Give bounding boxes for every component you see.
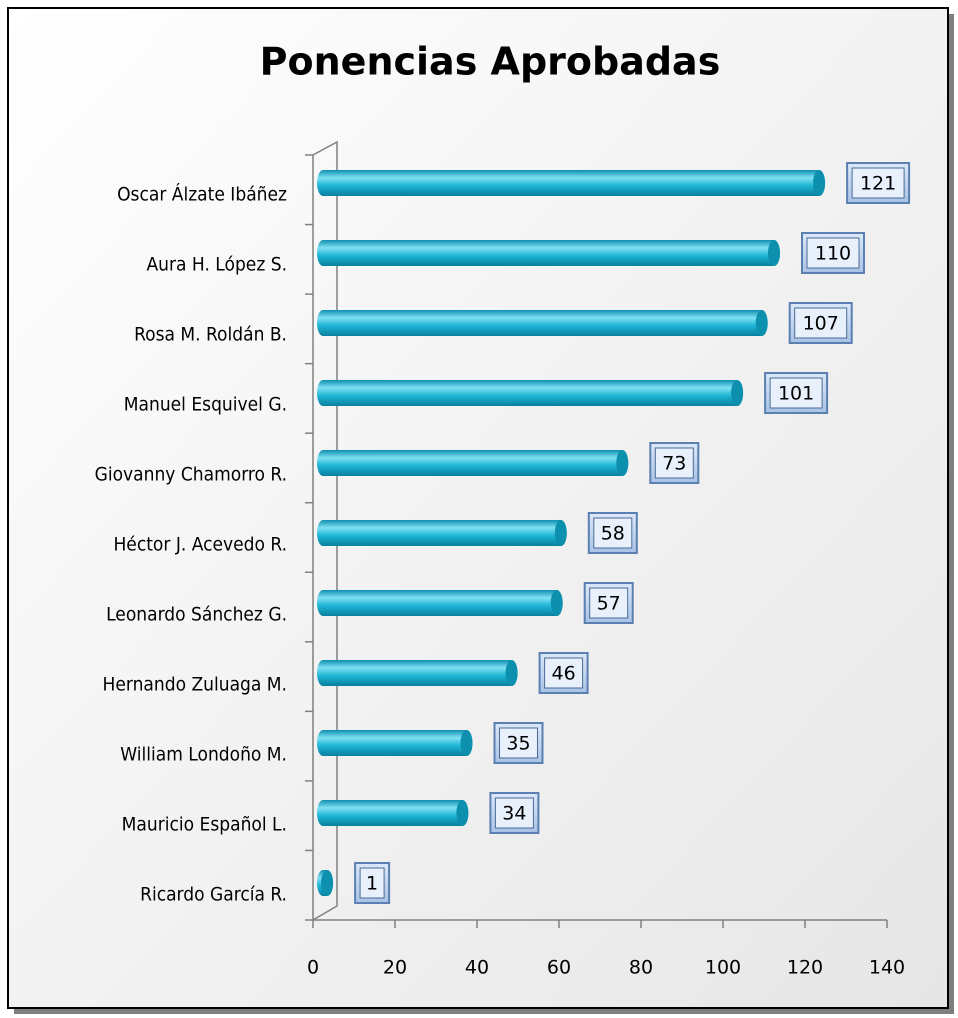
bar bbox=[317, 170, 826, 196]
bar-cap bbox=[616, 450, 629, 476]
value-label-inner bbox=[359, 867, 385, 899]
bar bbox=[317, 380, 744, 406]
x-tick-label: 120 bbox=[787, 957, 823, 979]
y-tick-label: William Londoño M. bbox=[120, 744, 287, 766]
bar bbox=[317, 240, 780, 266]
value-label: 46 bbox=[552, 663, 576, 685]
x-tick-label: 0 bbox=[307, 957, 319, 979]
y-tick-label: Manuel Esquivel G. bbox=[124, 394, 287, 416]
bar-cap bbox=[321, 870, 334, 896]
bar-cap bbox=[731, 380, 744, 406]
bar-cap bbox=[813, 170, 826, 196]
bar-cap bbox=[554, 520, 567, 546]
value-label: 101 bbox=[778, 383, 814, 405]
x-tick-label: 20 bbox=[383, 957, 407, 979]
bar bbox=[317, 800, 469, 826]
value-label-inner bbox=[806, 237, 860, 269]
bar bbox=[317, 520, 567, 546]
bar-cap bbox=[460, 730, 473, 756]
bar bbox=[317, 590, 563, 616]
value-label: 110 bbox=[815, 243, 851, 265]
bar bbox=[317, 310, 768, 336]
value-label: 57 bbox=[597, 593, 621, 615]
chart-frame bbox=[7, 7, 949, 1009]
y-tick-label: Hernando Zuluaga M. bbox=[103, 674, 288, 696]
y-tick-label: Aura H. López S. bbox=[146, 254, 287, 276]
y-tick-label: Giovanny Chamorro R. bbox=[95, 464, 287, 486]
bar-cap bbox=[755, 310, 768, 336]
value-label-inner bbox=[654, 447, 694, 479]
bar-cap bbox=[505, 660, 518, 686]
value-label-inner bbox=[593, 517, 633, 549]
bar-cap bbox=[456, 800, 469, 826]
chart-title: Ponencias Aprobadas bbox=[260, 40, 721, 84]
value-label-inner bbox=[494, 797, 534, 829]
y-tick-label: Leonardo Sánchez G. bbox=[106, 604, 287, 626]
value-label-inner bbox=[589, 587, 629, 619]
value-label: 35 bbox=[506, 733, 530, 755]
value-label-inner bbox=[769, 377, 823, 409]
value-label: 58 bbox=[601, 523, 625, 545]
value-label-inner bbox=[544, 657, 584, 689]
x-tick-label: 40 bbox=[465, 957, 489, 979]
bar-cap bbox=[550, 590, 563, 616]
y-tick-label: Rosa M. Roldán B. bbox=[134, 324, 287, 346]
value-label: 107 bbox=[803, 313, 839, 335]
bar bbox=[317, 450, 629, 476]
value-label-inner bbox=[499, 727, 538, 759]
value-label: 121 bbox=[860, 173, 896, 195]
x-tick-label: 80 bbox=[629, 957, 653, 979]
value-label-inner bbox=[794, 307, 848, 339]
bar-cap bbox=[768, 240, 780, 266]
value-label: 73 bbox=[662, 453, 686, 475]
y-tick-label: Ricardo García R. bbox=[140, 884, 287, 906]
y-tick-label: Oscar Álzate Ibáñez bbox=[117, 183, 287, 206]
x-tick-label: 140 bbox=[869, 957, 905, 979]
x-tick-label: 100 bbox=[705, 957, 741, 979]
x-tick-label: 60 bbox=[547, 957, 571, 979]
y-tick-label: Héctor J. Acevedo R. bbox=[113, 534, 287, 556]
value-label: 34 bbox=[502, 803, 526, 825]
value-label: 1 bbox=[366, 873, 378, 895]
value-label-inner bbox=[851, 167, 905, 199]
y-tick-label: Mauricio Español L. bbox=[122, 814, 287, 836]
bar bbox=[317, 660, 518, 686]
bar bbox=[317, 730, 473, 756]
